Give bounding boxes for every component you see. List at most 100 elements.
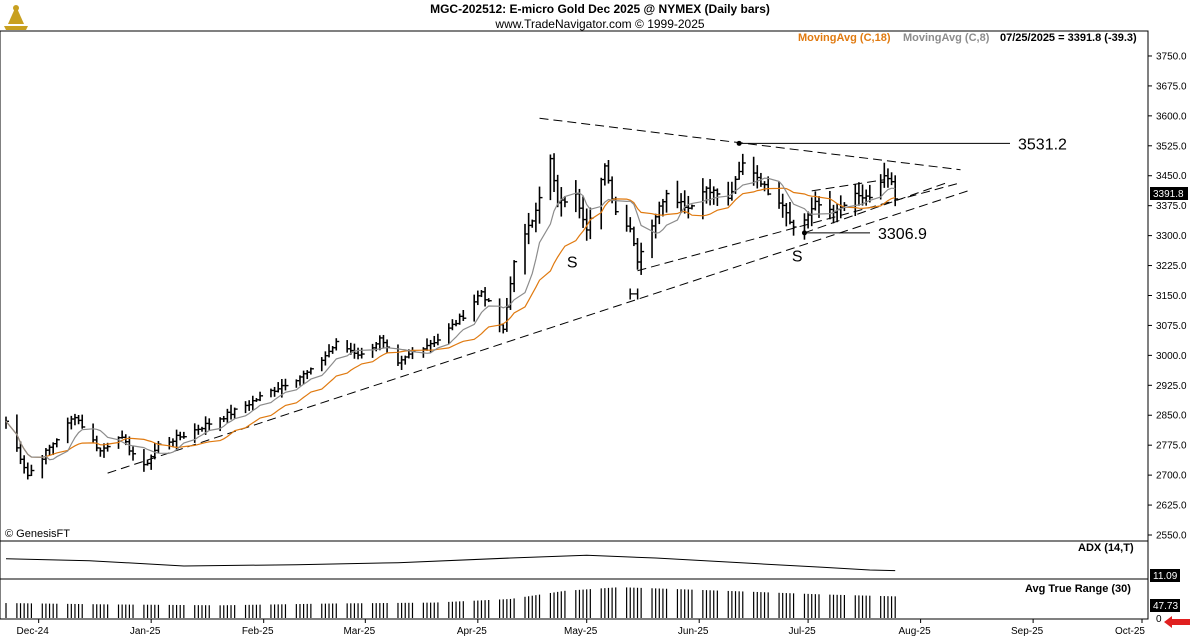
price-bar [16,414,20,452]
price-bar [633,226,637,247]
price-bar [244,401,249,414]
price-bar [41,455,46,479]
price-bar [604,163,608,186]
price-bar [531,219,536,228]
y-tick-label: 2550.0 [1156,531,1187,542]
price-bar [157,440,162,453]
y-tick-label: 2925.0 [1156,381,1187,392]
y-tick-label: 3750.0 [1156,51,1187,62]
price-bar [433,335,438,348]
price-bar [226,408,231,424]
y-tick-label: 3375.0 [1156,201,1187,212]
atr-label: Avg True Range (30) [1025,583,1131,595]
atr-histogram [5,587,896,618]
price-bars [5,153,899,480]
price-bar [712,186,717,205]
price-bar [865,189,870,206]
price-bar [143,449,147,472]
price-bar [738,161,743,180]
adx-value-tag [1150,569,1180,582]
price-bar [426,338,431,351]
price-bar [324,351,329,366]
price-bar [230,404,235,420]
price-bar [255,398,260,402]
price-bar [868,184,873,203]
annotations: 3531.2 3306.9 S H S [567,136,1067,303]
price-bar [832,204,837,224]
ma18-line [5,187,896,458]
price-bar [382,334,387,349]
price-bar [219,417,224,432]
x-tick-label: Dec-24 [17,626,50,637]
price-bar [662,198,666,217]
copyright-label: © GenesisFT [5,528,70,540]
price-bar [600,177,605,230]
price-bar [636,238,641,270]
price-bar [379,335,383,351]
x-tick-label: Feb-25 [242,626,274,637]
y-tick-label: 3075.0 [1156,321,1187,332]
x-axis: Dec-24 Jan-25 Feb-25 Mar-25 Apr-25 May-25 Jun-… [17,619,1145,637]
price-bar [92,423,97,443]
x-tick-label: Sep-25 [1011,626,1044,637]
price-bar [208,418,213,431]
price-bar [328,344,333,358]
price-bar [792,219,797,236]
last-price-label: 3391.8 [1153,189,1184,200]
price-bar [357,347,362,360]
price-bar [273,386,278,397]
price-bar [23,455,28,474]
y-tick-label: 2700.0 [1156,471,1187,482]
price-bar [299,375,303,386]
x-tick-label: Jul-25 [788,626,816,637]
price-bar [589,207,594,240]
price-bar [607,160,612,184]
trendline [804,181,950,234]
price-bar [284,378,289,391]
y-tick-label: 2625.0 [1156,501,1187,512]
price-bar [709,179,714,206]
legend-ma18: MovingAvg (C,18) [798,32,891,44]
price-bar [665,189,670,213]
price-bar [251,395,256,411]
price-bar [582,196,587,228]
x-tick-label: Jan-25 [130,626,161,637]
adx-label: ADX (14,T) [1078,542,1134,554]
x-tick-label: Jun-25 [678,626,709,637]
y-tick-label: 3450.0 [1156,171,1187,182]
price-bar [484,287,489,307]
price-bar [564,195,568,208]
price-bar [233,407,238,419]
scroll-right-arrow-icon[interactable] [1164,616,1190,628]
price-bar [150,454,155,470]
price-bar [70,415,75,430]
price-bar [146,459,151,466]
price-bar [887,168,891,188]
price-bar [451,319,456,331]
atr-value-label: 47.73 [1153,601,1178,612]
price-bar [767,176,772,196]
price-bar [629,217,634,233]
price-bar [270,388,274,398]
price-bar [411,347,416,360]
price-bar [789,202,793,225]
pattern-label: S [567,255,578,272]
price-bar [132,446,137,461]
price-bar [179,431,184,441]
price-level-label: 3531.2 [1018,136,1067,153]
price-bar [498,298,503,333]
y-tick-label: 3600.0 [1156,111,1187,122]
price-bar [756,165,761,189]
price-bar [687,195,692,219]
y-tick-label: 2775.0 [1156,441,1187,452]
price-bar [103,443,107,458]
chart-subtitle: www.TradeNavigator.com © 1999-2025 [494,17,704,31]
price-bar [204,416,209,435]
price-bar [625,204,630,232]
last-readout: 07/25/2025 = 3391.8 (-39.3) [1000,32,1137,44]
price-bar [77,414,82,425]
chart-title: MGC-202512: E-micro Gold Dec 2025 @ NYME… [430,2,770,16]
price-bar [658,201,663,225]
price-bar [248,400,253,411]
price-bar [306,370,311,380]
